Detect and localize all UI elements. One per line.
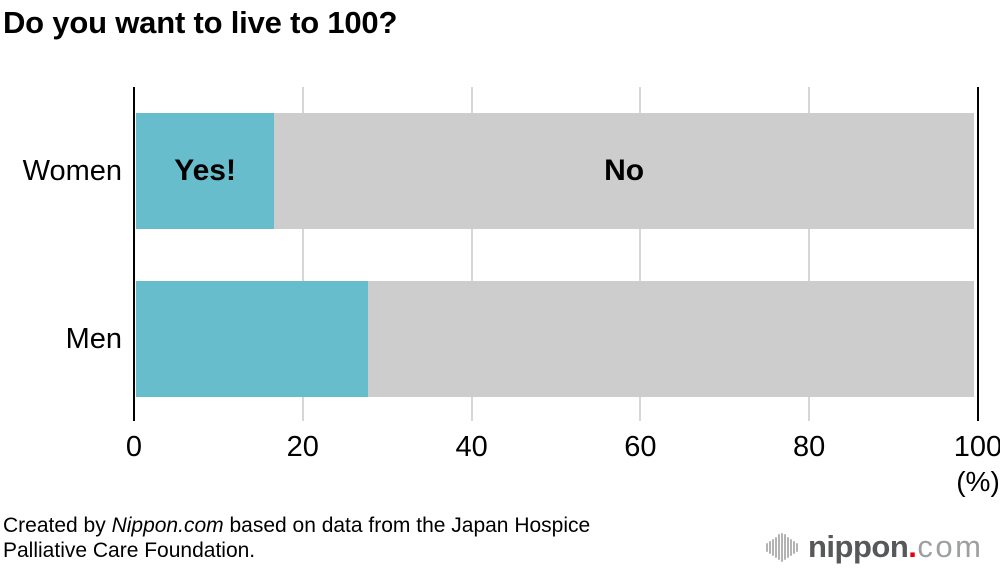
- credit-rest: based on data from the Japan Hospice: [223, 514, 591, 537]
- x-tick-label: 80: [793, 431, 826, 463]
- no-segment: No: [274, 113, 974, 229]
- nippon-soundwave-icon: [766, 532, 799, 562]
- yes-segment: Yes!: [136, 113, 275, 229]
- x-tick-label: 100: [953, 431, 1000, 463]
- x-tick-label: 60: [624, 431, 657, 463]
- x-tick-label: 40: [455, 431, 488, 463]
- gridline: [808, 87, 811, 421]
- credit-text: Created by Nippon.com based on data from…: [3, 513, 590, 563]
- nippon-logo: nippon.com: [766, 527, 984, 567]
- soundwave-bar: [781, 532, 783, 562]
- credit-source: Nippon.com: [111, 514, 224, 537]
- gridline: [639, 87, 642, 421]
- plot-area: Yes! No: [133, 87, 979, 421]
- x-tick-label: 0: [125, 431, 143, 463]
- no-segment: [368, 281, 974, 397]
- category-label: Women: [22, 154, 122, 187]
- x-axis-unit-label: (%): [956, 466, 1000, 497]
- yes-segment: [136, 281, 369, 397]
- soundwave-bar: [775, 536, 777, 558]
- axis-line: [977, 87, 979, 421]
- credit-prefix: Created by: [3, 514, 112, 537]
- soundwave-bar: [784, 534, 786, 560]
- logo-dot: .: [908, 529, 917, 564]
- credit-line-2: Palliative Care Foundation.: [3, 539, 256, 562]
- chart-title: Do you want to live to 100?: [3, 5, 398, 40]
- soundwave-bar: [769, 540, 771, 554]
- credit-line-1: Created by Nippon.com based on data from…: [3, 513, 590, 538]
- soundwave-bar: [778, 534, 780, 560]
- soundwave-bar: [787, 536, 789, 558]
- soundwave-bar: [790, 538, 792, 556]
- x-tick-label: 20: [286, 431, 319, 463]
- logo-tld: com: [917, 529, 984, 564]
- bar-row: Yes! No: [136, 113, 974, 229]
- nippon-logo-text: nippon.com: [808, 527, 984, 567]
- gridline: [301, 87, 304, 421]
- x-axis-tick-labels: 0 20 40 60 80 100: [126, 431, 1000, 467]
- soundwave-bar: [796, 542, 798, 552]
- gridline: [470, 87, 473, 421]
- soundwave-bar: [793, 540, 795, 554]
- category-label: Men: [65, 322, 122, 355]
- soundwave-bar: [772, 538, 774, 556]
- axis-line: [133, 87, 135, 421]
- logo-name: nippon: [808, 529, 909, 564]
- soundwave-bar: [766, 542, 768, 552]
- bar-row: [136, 281, 974, 397]
